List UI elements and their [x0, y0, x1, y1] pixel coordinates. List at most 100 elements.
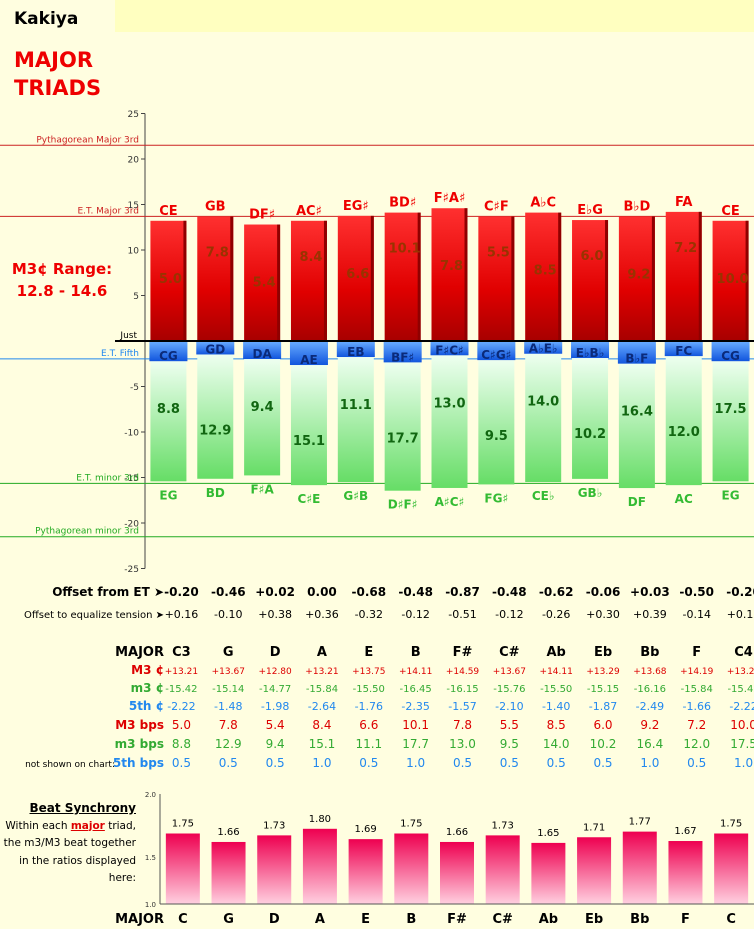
- table-cell: G: [223, 645, 234, 660]
- data-table: Offset from ET ➤ -0.20 -0.46 +0.02 0.00 -0.68…: [24, 585, 754, 770]
- row-label: MAJOR: [115, 645, 164, 660]
- M3-bar: [244, 224, 281, 340]
- beat-bar: [211, 841, 246, 904]
- m3-beat-label: 12.0: [668, 425, 700, 440]
- fifth-interval-label: A♭E♭: [529, 342, 558, 356]
- table-cell: 15.1: [309, 737, 336, 751]
- table-cell: 8.4: [312, 718, 331, 732]
- fifth-interval-label: CG: [159, 349, 178, 363]
- beat-value-label: 1.69: [354, 824, 376, 835]
- table-cell: 17.7: [402, 737, 429, 751]
- fifth-bar: [711, 342, 750, 362]
- table-cell: -15.76: [493, 684, 525, 695]
- table-cell: 0.5: [219, 756, 238, 770]
- M3-beat-label: 6.0: [581, 249, 604, 264]
- table-cell: 7.8: [453, 718, 472, 732]
- M3-interval-label: AC♯: [296, 204, 322, 219]
- fifth-interval-label: BF♯: [391, 350, 414, 364]
- row-label: 5th bps: [113, 756, 164, 770]
- M3-bar: [665, 211, 702, 340]
- m3-interval-label: F♯A: [250, 482, 274, 496]
- table-cell: -0.14: [682, 608, 710, 621]
- table-row-mm3bps: m3 bps 8.8 12.9 9.4 15.1 11.1 17.7 13.0 9.5 14.0 1…: [115, 737, 754, 751]
- table-cell: -15.42: [727, 684, 754, 695]
- table-cell: 12.0: [683, 737, 710, 751]
- m3-bar: [478, 360, 515, 485]
- M3-bar: [572, 220, 609, 340]
- M3-bar: [618, 216, 655, 340]
- table-cell: 14.0: [543, 737, 570, 751]
- reference-line-label: Just: [119, 331, 137, 341]
- table-cell: C#: [499, 645, 520, 660]
- M3-bar: [712, 220, 749, 340]
- row-label: M3 ¢: [131, 663, 164, 677]
- fifth-bar: [477, 342, 516, 361]
- m3-interval-label: A♯C♯: [435, 495, 465, 509]
- table-cell: 8.8: [172, 737, 191, 751]
- M3-bar-shadow: [417, 212, 421, 340]
- table-cell: +0.16: [727, 608, 754, 621]
- table-cell: F#: [453, 645, 473, 660]
- table-cell: 1.0: [406, 756, 425, 770]
- m3-bar: [244, 359, 281, 476]
- table-cell: -1.40: [542, 700, 570, 713]
- table-cell: -0.62: [539, 585, 574, 599]
- table-cell: 13.0: [449, 737, 476, 751]
- fifth-bar: [196, 342, 235, 355]
- fifth-interval-label: GD: [205, 342, 225, 356]
- M3-beat-label: 10.0: [717, 272, 749, 287]
- beat-category-label: E: [361, 912, 370, 927]
- beat-value-label: 1.66: [446, 827, 468, 838]
- m3-interval-label: FG♯: [484, 491, 508, 505]
- table-cell: C3: [172, 645, 191, 660]
- table-row-fifthc: 5th ¢ -2.22 -1.48 -1.98 -2.64 -1.76 -2.35 -1.57…: [129, 699, 754, 713]
- M3-interval-label: FA: [675, 195, 692, 210]
- table-cell: 0.5: [172, 756, 191, 770]
- table-row-header: MAJOR C3 G D A E B F# C# Ab Eb Bb F C4: [115, 645, 753, 660]
- m3-bar: [384, 362, 421, 491]
- m3-beat-label: 17.7: [387, 431, 419, 446]
- table-cell: +0.36: [305, 608, 339, 621]
- beat-note-line-1: Within each major triad,: [5, 819, 136, 832]
- table-cell: -1.57: [448, 700, 476, 713]
- beat-category-label: C#: [492, 912, 513, 927]
- m3-interval-label: DF: [628, 495, 646, 509]
- m3-beat-label: 11.1: [340, 398, 372, 413]
- beat-category-label: A: [315, 912, 325, 927]
- fifth-interval-label: C♯G♯: [481, 348, 511, 362]
- beat-category-label: D: [269, 912, 280, 927]
- fifth-bar: [664, 342, 703, 357]
- table-cell: -2.49: [636, 700, 664, 713]
- table-cell: -0.48: [492, 585, 527, 599]
- table-cell: -2.22: [167, 700, 195, 713]
- table-cell: 17.5: [730, 737, 754, 751]
- table-cell: -1.98: [261, 700, 289, 713]
- m3-interval-label: CE♭: [532, 489, 555, 503]
- table-cell: +13.29: [586, 667, 620, 677]
- M3-bar: [525, 212, 562, 340]
- reference-line-label: Pythagorean Major 3rd: [36, 135, 139, 145]
- table-cell: -2.35: [401, 700, 429, 713]
- beat-value-label: 1.75: [172, 819, 194, 830]
- M3-bar: [431, 208, 468, 340]
- row-label: M3 bps: [115, 718, 164, 732]
- table-cell: -0.06: [586, 585, 621, 599]
- y-tick-label: 20: [128, 156, 140, 166]
- fifth-bar: [617, 342, 656, 364]
- table-cell: 9.5: [500, 737, 519, 751]
- beat-bar: [165, 833, 200, 904]
- table-cell: -15.84: [306, 684, 338, 695]
- beat-y-tick-label: 1.0: [145, 901, 156, 909]
- beat-bar: [302, 828, 337, 904]
- m3-bar: [712, 361, 749, 482]
- beat-bar: [348, 839, 383, 904]
- table-cell: 11.1: [355, 737, 382, 751]
- table-cell: D: [270, 645, 281, 660]
- table-cell: 6.6: [359, 718, 378, 732]
- reference-line-label: E.T. Major 3rd: [77, 206, 139, 216]
- M3-bar: [337, 215, 374, 340]
- m3-interval-label: BD: [206, 486, 225, 500]
- table-cell: -15.14: [212, 684, 244, 695]
- table-cell: 12.9: [215, 737, 242, 751]
